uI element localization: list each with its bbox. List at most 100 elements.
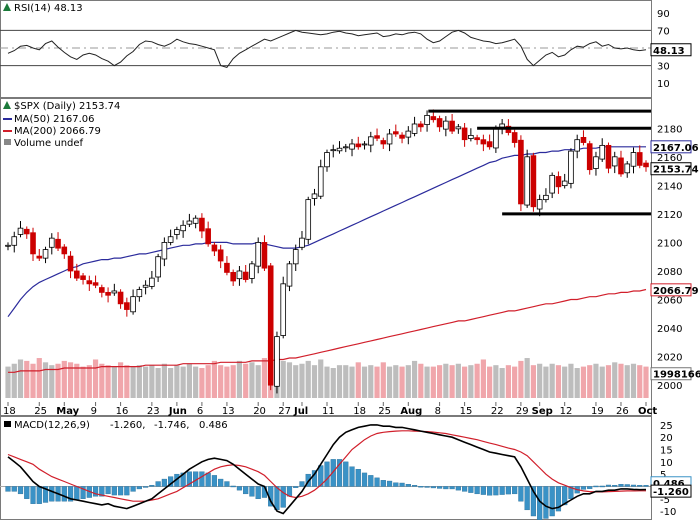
- macd-histogram-bar: [211, 475, 218, 487]
- price-y-tick: 2140: [657, 181, 682, 192]
- volume-bar: [418, 363, 424, 398]
- volume-bar: [605, 365, 612, 398]
- macd-histogram-bar: [361, 472, 368, 487]
- volume-bar: [5, 366, 11, 398]
- macd-histogram-bar: [330, 459, 336, 487]
- volume-bar: [624, 365, 630, 398]
- macd-histogram-bar: [199, 471, 205, 487]
- candle-body: [142, 284, 149, 288]
- macd-histogram-bar: [11, 486, 17, 492]
- price-x-tick: 6: [197, 406, 203, 416]
- price-frame: [0, 98, 652, 416]
- volume-bar: [261, 358, 268, 398]
- macd-histogram-bar: [424, 486, 430, 488]
- volume-bar: [11, 363, 17, 398]
- volume-bar: [424, 366, 430, 398]
- macd-histogram-bar: [74, 486, 80, 501]
- price-x-tick: 15: [460, 406, 473, 416]
- macd-hist-value-label: 0.486: [653, 479, 685, 490]
- candle-body: [311, 193, 318, 199]
- volume-bar: [393, 365, 399, 398]
- macd-histogram-bar: [474, 486, 480, 495]
- macd-y-tick: 15: [660, 446, 673, 457]
- volume-bar: [562, 366, 568, 398]
- candle-body: [267, 265, 274, 386]
- macd-histogram-bar: [42, 486, 49, 503]
- macd-signal-line: [7, 430, 646, 502]
- volume-bar: [186, 363, 192, 398]
- candle-body: [149, 277, 155, 287]
- price-x-tick: 23: [147, 406, 160, 416]
- price-x-tick: 8: [435, 406, 441, 416]
- candle-body: [61, 246, 68, 255]
- price-legend-title: $SPX (Daily) 2153.74: [14, 101, 120, 112]
- macd-histogram-bar: [143, 486, 149, 488]
- candle-body: [274, 336, 280, 387]
- macd-histogram-bar: [587, 486, 593, 489]
- volume-bar: [336, 365, 343, 398]
- macd-histogram-bar: [443, 486, 449, 490]
- candle-body: [361, 143, 368, 146]
- volume-bar: [324, 366, 330, 398]
- volume-bar: [218, 365, 224, 398]
- macd-histogram-bar: [605, 484, 612, 487]
- candle-body: [17, 227, 24, 235]
- volume-bar: [193, 366, 199, 398]
- volume-bar: [399, 366, 405, 398]
- macd-histogram-bar: [230, 485, 236, 488]
- candle-body: [55, 238, 61, 249]
- volume-bar: [374, 366, 380, 398]
- candle-body: [399, 134, 405, 139]
- candle-body: [605, 144, 612, 169]
- macd-y-tick: 5: [660, 470, 666, 481]
- macd-histogram-bar: [612, 485, 618, 487]
- macd-y-tick: -5: [660, 495, 670, 506]
- volume-value-label: 1998166: [653, 370, 700, 381]
- close-value-label: 2153.74: [653, 165, 699, 176]
- macd-histogram-bar: [205, 472, 211, 487]
- volume-bar: [168, 368, 174, 398]
- candle-body: [493, 127, 499, 149]
- candle-body: [161, 242, 168, 260]
- macd-y-tick: 25: [660, 421, 673, 432]
- macd-histogram-bar: [5, 486, 11, 492]
- macd-histogram-bar: [299, 481, 305, 487]
- candle-body: [367, 136, 374, 146]
- price-panel: 2180 2160 2140 2120 2100 2080 2060 2040 2020 2000…: [0, 98, 700, 416]
- volume-bar: [612, 362, 618, 398]
- candle-body: [199, 217, 205, 232]
- price-y-tick: 2080: [657, 267, 682, 278]
- price-x-tick: 25: [34, 406, 47, 416]
- volume-bar: [24, 360, 30, 398]
- macd-histogram-bar: [99, 486, 105, 497]
- candle-body: [74, 270, 80, 279]
- volume-bar: [524, 358, 530, 398]
- candle-body: [643, 162, 649, 168]
- volume-bar: [543, 366, 549, 398]
- macd-y-tick: 10: [660, 458, 673, 469]
- volume-bar: [474, 363, 480, 398]
- price-y-tick: 2000: [657, 381, 682, 392]
- macd-histogram-bar: [386, 480, 393, 487]
- candle-body: [599, 144, 606, 160]
- volume-bar: [124, 365, 130, 398]
- candle-body: [624, 163, 631, 174]
- volume-bar: [80, 366, 86, 398]
- rsi-line: [7, 29, 647, 68]
- candle-body: [255, 242, 261, 267]
- volume-bar: [230, 365, 236, 398]
- candle-body: [393, 131, 399, 135]
- macd-histogram-bar: [580, 486, 587, 490]
- volume-bar: [430, 366, 436, 398]
- macd-histogram-bar: [80, 486, 86, 499]
- macd-legend-swatch: [4, 421, 11, 427]
- volume-bar: [630, 363, 637, 398]
- candle-body: [86, 280, 93, 285]
- candle-body: [280, 283, 287, 336]
- volume-bar: [355, 362, 361, 398]
- macd-histogram-bar: [524, 486, 530, 511]
- volume-bar: [55, 363, 61, 398]
- macd-histogram-bar: [562, 486, 568, 506]
- macd-y-tick: 20: [660, 433, 673, 444]
- macd-histogram-bar: [549, 486, 555, 517]
